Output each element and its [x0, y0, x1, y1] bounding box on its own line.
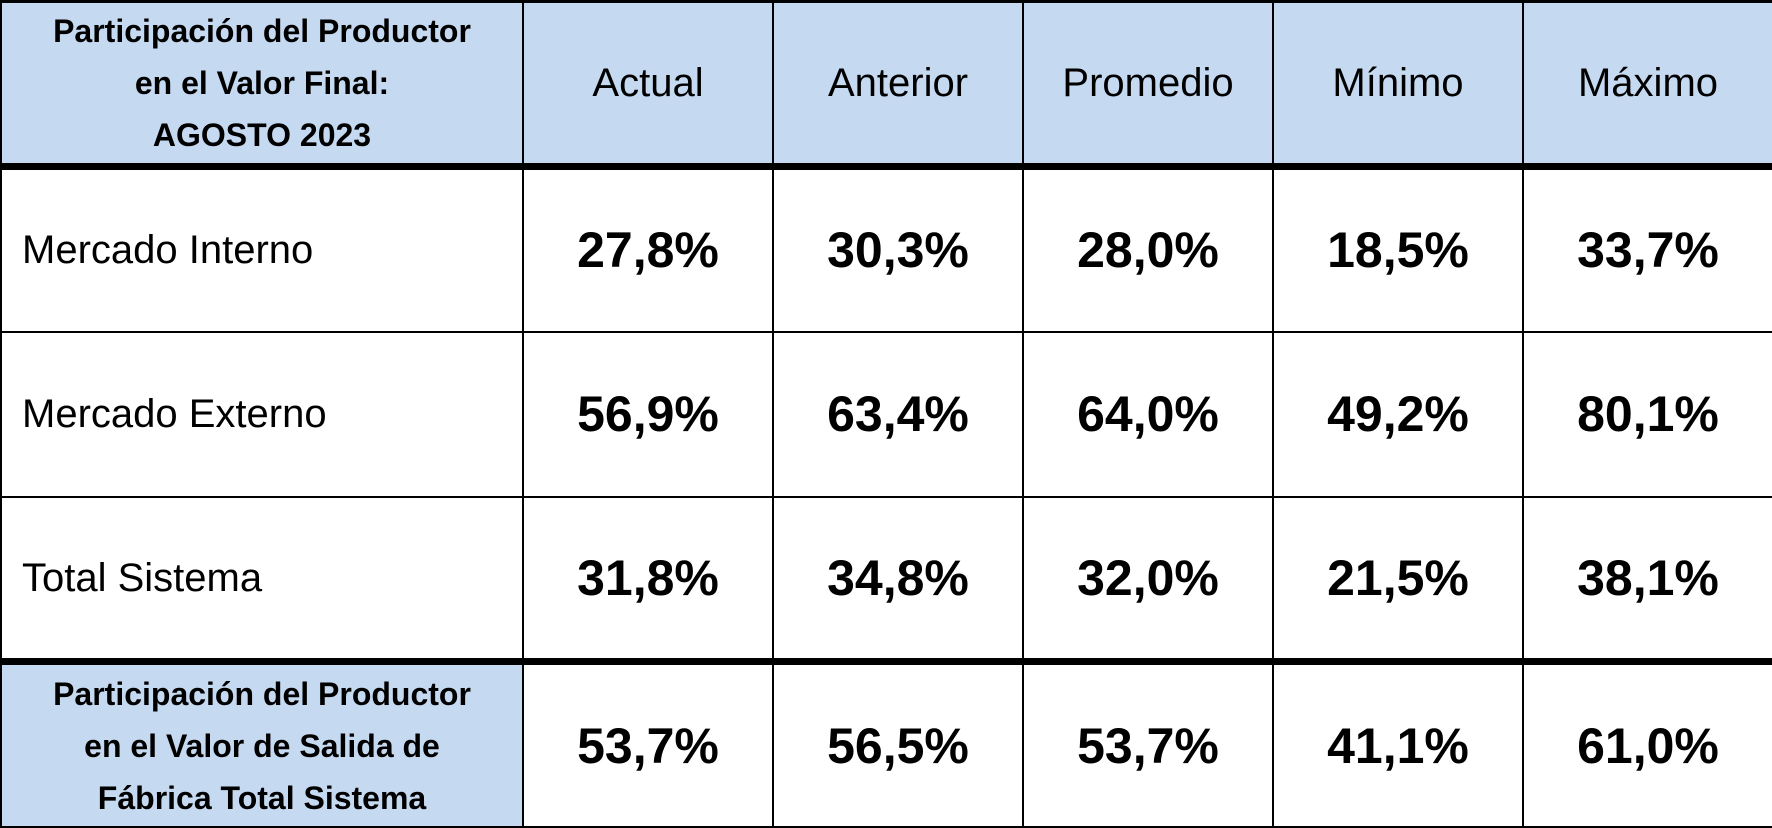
value-cell: 64,0% — [1022, 330, 1274, 498]
value-cell: 53,7% — [522, 658, 774, 828]
data-row: Mercado Interno 27,8% 30,3% 28,0% 18,5% 33,7% — [0, 165, 1772, 333]
value-cell: 18,5% — [1272, 165, 1524, 333]
column-header: Anterior — [772, 0, 1024, 171]
column-header: Mínimo — [1272, 0, 1524, 171]
text-line: en el Valor de Salida de — [84, 727, 440, 764]
text-line: Participación del Productor — [53, 675, 471, 712]
text-line: en el Valor Final: — [134, 65, 390, 102]
value-cell: 56,9% — [522, 330, 774, 498]
value-cell: 27,8% — [522, 165, 774, 333]
value-cell: 53,7% — [1022, 658, 1274, 828]
text-line: Fábrica Total Sistema — [97, 779, 427, 816]
value-cell: 33,7% — [1522, 165, 1772, 333]
header-title: Participación del Productor en el Valor F… — [0, 0, 524, 171]
value-cell: 28,0% — [1022, 165, 1274, 333]
column-header: Máximo — [1522, 0, 1772, 171]
value-cell: 49,2% — [1272, 330, 1524, 498]
value-cell: 31,8% — [522, 495, 774, 663]
value-cell: 34,8% — [772, 495, 1024, 663]
column-header: Actual — [522, 0, 774, 171]
value-cell: 80,1% — [1522, 330, 1772, 498]
footer-row: Participación del Productor en el Valor d… — [0, 658, 1772, 828]
footer-label: Participación del Productor en el Valor d… — [0, 658, 524, 828]
row-label: Mercado Interno — [0, 165, 524, 333]
text-line: AGOSTO 2023 — [152, 117, 372, 154]
value-cell: 41,1% — [1272, 658, 1524, 828]
value-cell: 30,3% — [772, 165, 1024, 333]
header-row: Participación del Productor en el Valor F… — [0, 0, 1772, 171]
row-label: Mercado Externo — [0, 330, 524, 498]
data-row: Total Sistema 31,8% 34,8% 32,0% 21,5% 38,1% — [0, 495, 1772, 663]
row-label: Total Sistema — [0, 495, 524, 663]
value-cell: 56,5% — [772, 658, 1024, 828]
value-cell: 32,0% — [1022, 495, 1274, 663]
column-header: Promedio — [1022, 0, 1274, 171]
value-cell: 61,0% — [1522, 658, 1772, 828]
text-line: Participación del Productor — [53, 13, 471, 50]
data-row: Mercado Externo 56,9% 63,4% 64,0% 49,2% 80,1% — [0, 330, 1772, 498]
value-cell: 21,5% — [1272, 495, 1524, 663]
value-cell: 63,4% — [772, 330, 1024, 498]
value-cell: 38,1% — [1522, 495, 1772, 663]
